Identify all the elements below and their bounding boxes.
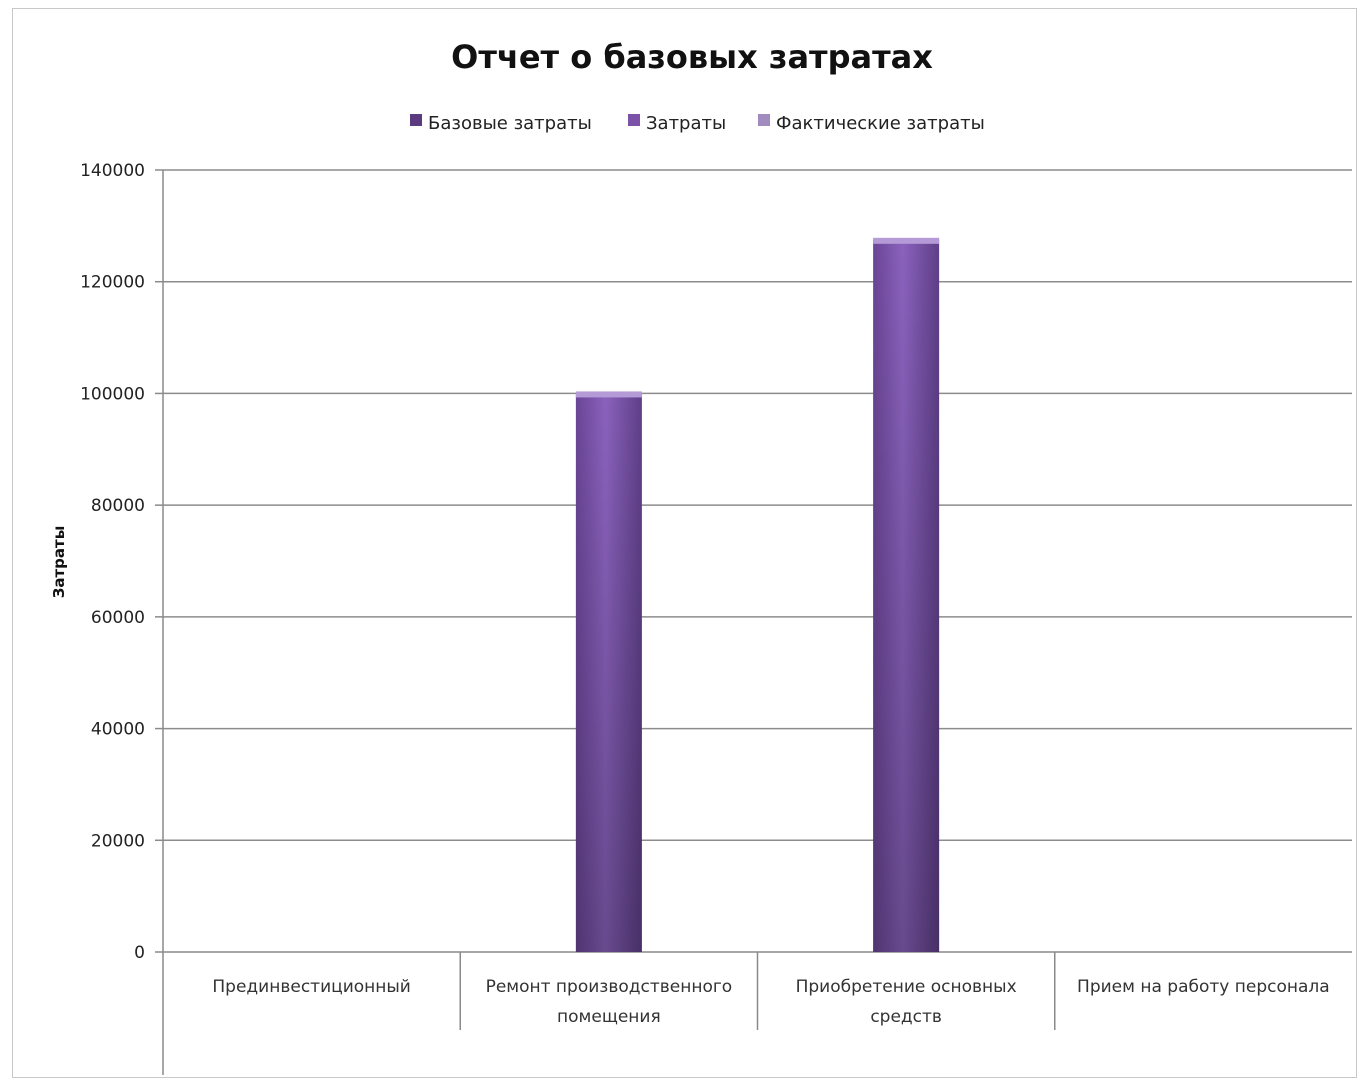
bar-cap <box>575 391 642 398</box>
y-tick-label-5: 100000 <box>80 384 145 404</box>
legend-label-2: Фактические затраты <box>776 113 985 134</box>
bar-shade <box>873 239 940 953</box>
y-tick-label-2: 40000 <box>91 720 145 740</box>
y-tick-label-6: 120000 <box>80 273 145 293</box>
chart-title: Отчет о базовых затратах <box>451 38 933 76</box>
category-label-2-0: Приобретение основных <box>796 977 1017 997</box>
bar-shade <box>575 393 642 952</box>
x-axis: Прединвестиционный Ремонт производственно… <box>162 170 1330 1075</box>
legend: Базовые затраты Затраты Фактические затрат… <box>410 113 985 134</box>
y-axis-ticks: 0 20000 40000 60000 80000 100000 120000 140000 <box>80 161 163 963</box>
bar-cap <box>873 237 940 244</box>
y-tick-label-1: 20000 <box>91 831 145 851</box>
category-label-0-0: Прединвестиционный <box>212 977 410 997</box>
y-tick-label-7: 140000 <box>80 161 145 181</box>
legend-label-1: Затраты <box>646 113 726 134</box>
bars <box>575 237 940 953</box>
category-label-3-0: Прием на работу персонала <box>1077 977 1330 997</box>
y-axis-label: Затраты <box>50 526 68 599</box>
y-tick-label-3: 60000 <box>91 608 145 628</box>
category-label-2-1: средств <box>870 1007 942 1027</box>
category-label-1-1: помещения <box>557 1007 661 1027</box>
gridlines <box>163 169 1352 953</box>
legend-swatch-2 <box>758 114 770 126</box>
legend-swatch-0 <box>410 114 422 126</box>
chart-frame <box>12 8 1357 1078</box>
legend-label-0: Базовые затраты <box>428 113 592 134</box>
category-label-1-0: Ремонт производственного <box>486 977 733 997</box>
y-tick-label-0: 0 <box>134 943 145 963</box>
bar-1-2 <box>873 237 940 953</box>
legend-swatch-1 <box>628 114 640 126</box>
bar-1-1 <box>575 391 642 952</box>
y-tick-label-4: 80000 <box>91 496 145 516</box>
